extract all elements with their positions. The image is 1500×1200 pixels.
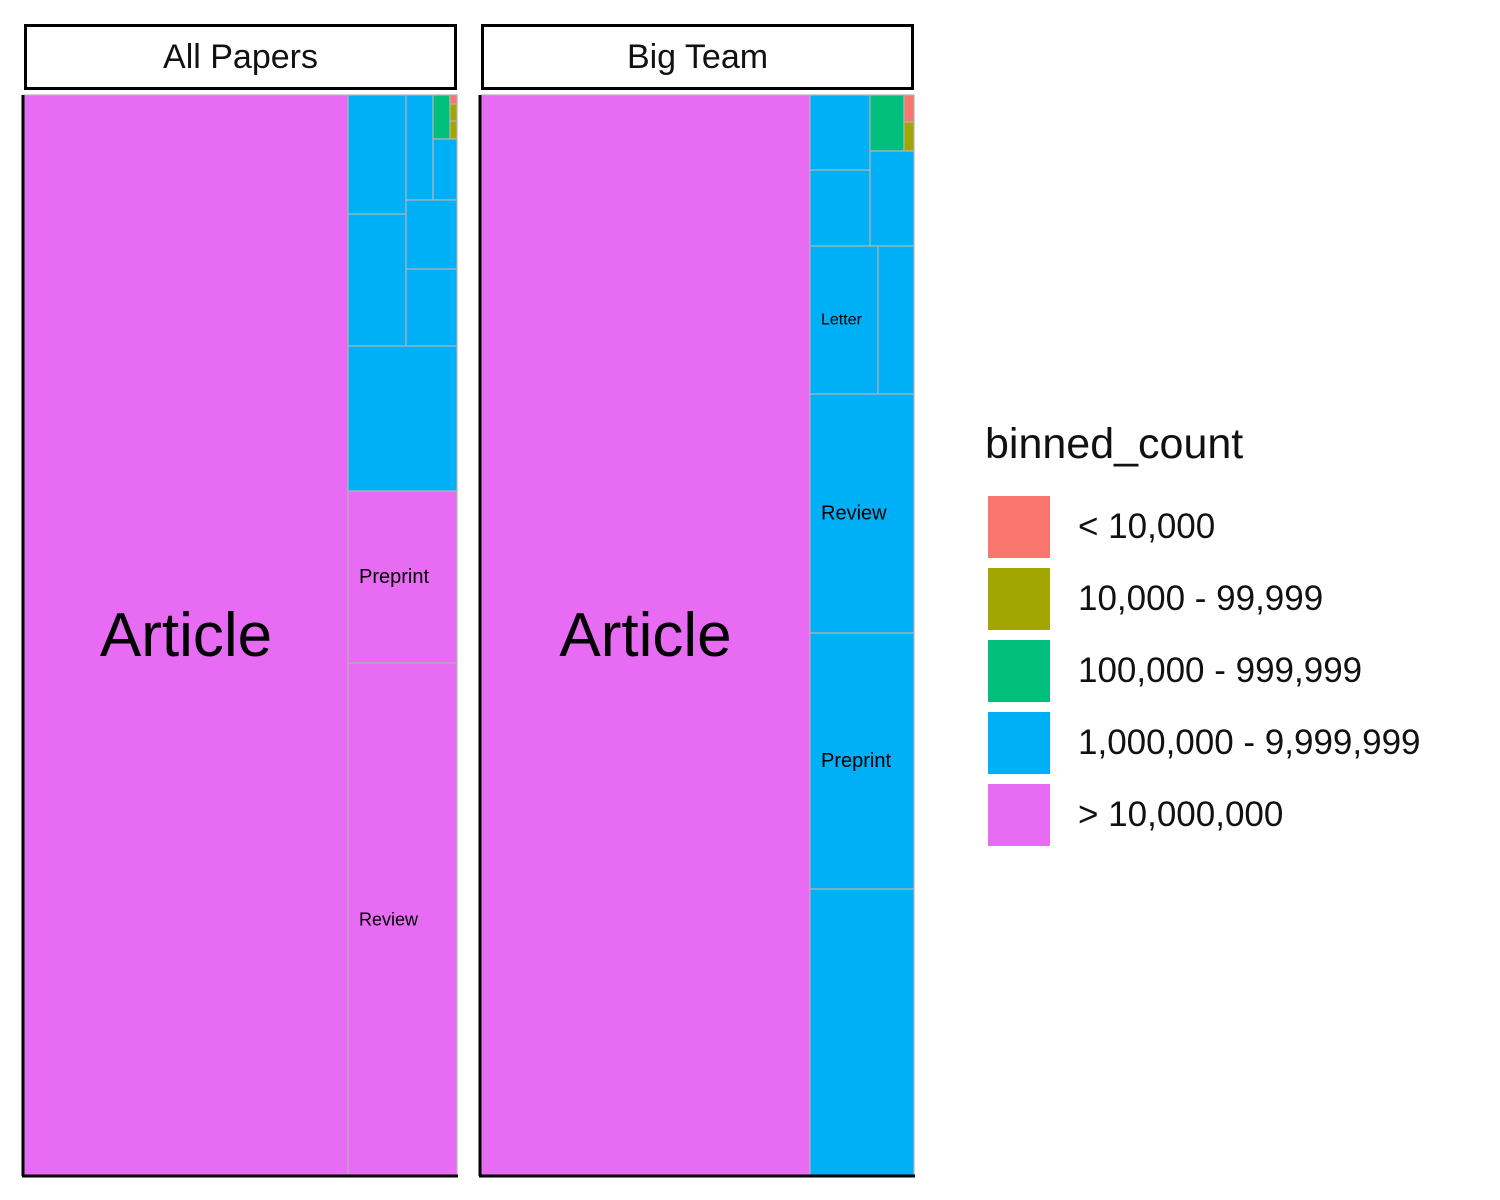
treemap-panel: Article Letter Review Preprint: [480, 94, 915, 1177]
treemap-tile: [449, 94, 458, 105]
treemap-tile: [405, 94, 434, 201]
legend-item: 10,000 - 99,999: [985, 563, 1421, 635]
legend: binned_count < 10,000 10,000 - 99,999 10…: [985, 420, 1421, 851]
treemap-tile: [347, 94, 407, 215]
tile-label: Article: [559, 601, 731, 670]
legend-key: [988, 568, 1050, 630]
treemap-tile: [809, 393, 915, 634]
tile-label: Preprint: [359, 566, 429, 588]
legend-item: 1,000,000 - 9,999,999: [985, 707, 1421, 779]
treemap-tile: [23, 94, 349, 1177]
legend-key: [988, 784, 1050, 846]
legend-label: 100,000 - 999,999: [1078, 651, 1363, 690]
tile-label: Review: [359, 910, 419, 930]
legend-label: 1,000,000 - 9,999,999: [1078, 723, 1421, 762]
legend-title: binned_count: [985, 420, 1244, 468]
treemap-panel: Article Preprint Review: [23, 94, 458, 1177]
treemap-tile: [809, 169, 871, 247]
tile-label: Review: [821, 503, 887, 525]
treemap-tile: [869, 150, 915, 247]
legend-label: > 10,000,000: [1078, 795, 1284, 834]
treemap-tile: [405, 199, 458, 270]
treemap-tile: [480, 94, 811, 1177]
tile-label: Preprint: [821, 750, 891, 772]
treemap-tile: [347, 345, 458, 492]
legend-key: [988, 640, 1050, 702]
panel-title-all-papers: All Papers: [24, 24, 457, 90]
legend-key: [988, 496, 1050, 558]
treemap-tile: [432, 138, 458, 201]
treemap-tile: [347, 490, 458, 664]
tile-label: Letter: [821, 312, 863, 329]
legend-item: 100,000 - 999,999: [985, 635, 1421, 707]
treemap-tile: [347, 662, 458, 1177]
treemap-tile: [405, 268, 458, 347]
treemap-tile: [877, 245, 915, 395]
legend-label: 10,000 - 99,999: [1078, 579, 1324, 618]
treemap-tile: [432, 94, 451, 140]
legend-label: < 10,000: [1078, 507, 1216, 546]
treemap-tile: [809, 94, 871, 171]
treemap-tile: [903, 121, 915, 152]
treemap-tile: [869, 94, 905, 152]
legend-key: [988, 712, 1050, 774]
tile-label: Article: [100, 601, 272, 670]
legend-item: > 10,000,000: [985, 779, 1421, 851]
treemap-tile: [449, 120, 458, 140]
treemap-tile: [809, 888, 915, 1177]
legend-item: < 10,000: [985, 491, 1421, 563]
treemap-tile: [809, 632, 915, 890]
panel-title-big-team: Big Team: [481, 24, 914, 90]
treemap-tile: [347, 213, 407, 347]
treemap-tile: [903, 94, 915, 123]
